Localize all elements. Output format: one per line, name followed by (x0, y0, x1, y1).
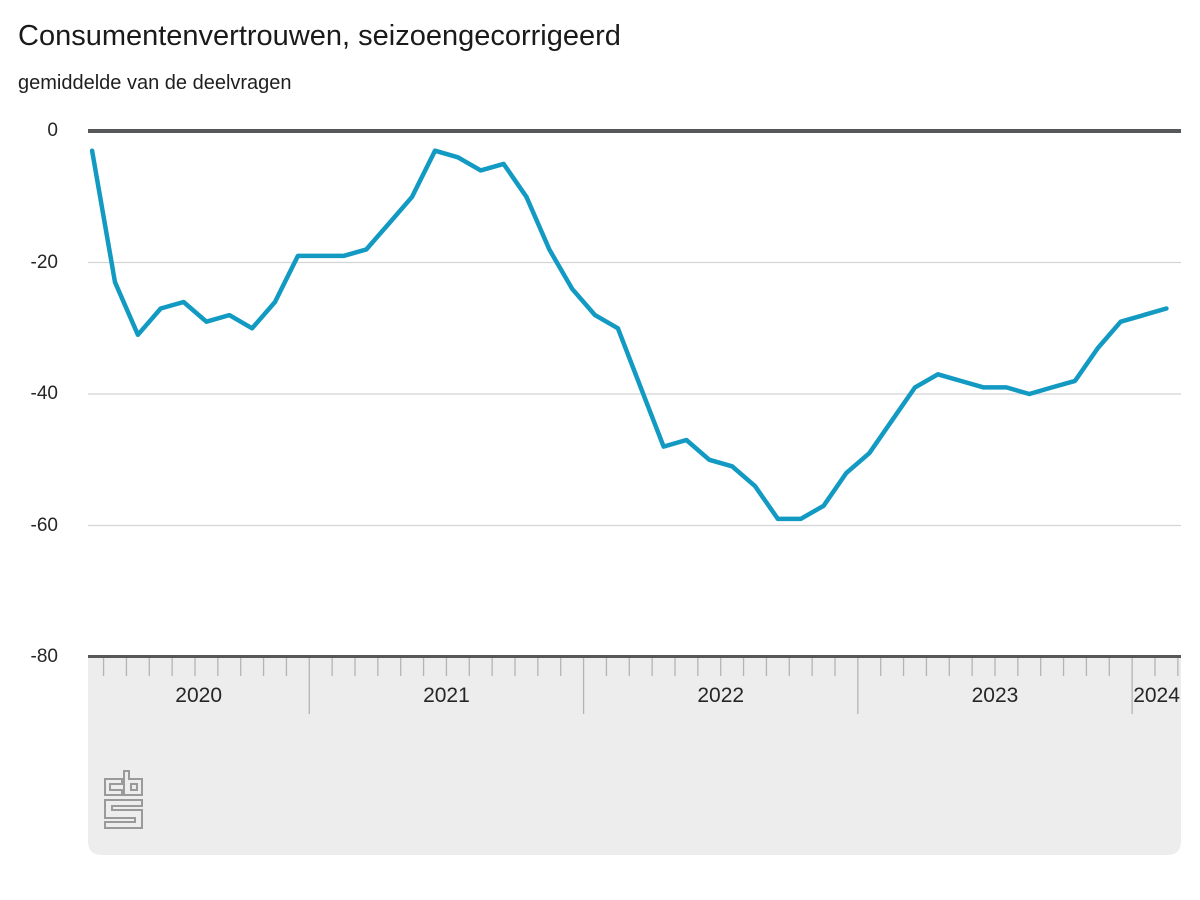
y-tick-label: -60 (30, 514, 58, 536)
year-label: 2021 (423, 684, 470, 707)
cbs-logo (104, 778, 123, 796)
cbs-logo (123, 770, 143, 796)
y-tick-label: 0 (47, 120, 58, 141)
year-label: 2023 (971, 684, 1019, 707)
y-tick-label: -80 (30, 646, 58, 667)
data-line (89, 148, 1169, 522)
y-tick-label: -40 (30, 383, 58, 404)
year-label: 2022 (697, 684, 745, 707)
chart-subtitle: gemiddelde van de deelvragen (18, 72, 292, 94)
year-label: 2024 (1133, 684, 1180, 707)
year-label: 2020 (175, 684, 222, 707)
chart-title: Consumentenvertrouwen, seizoengecorrigee… (18, 20, 621, 52)
y-tick-label: -20 (30, 251, 58, 273)
cbs-logo (104, 799, 143, 829)
x-axis-band (88, 655, 1181, 855)
